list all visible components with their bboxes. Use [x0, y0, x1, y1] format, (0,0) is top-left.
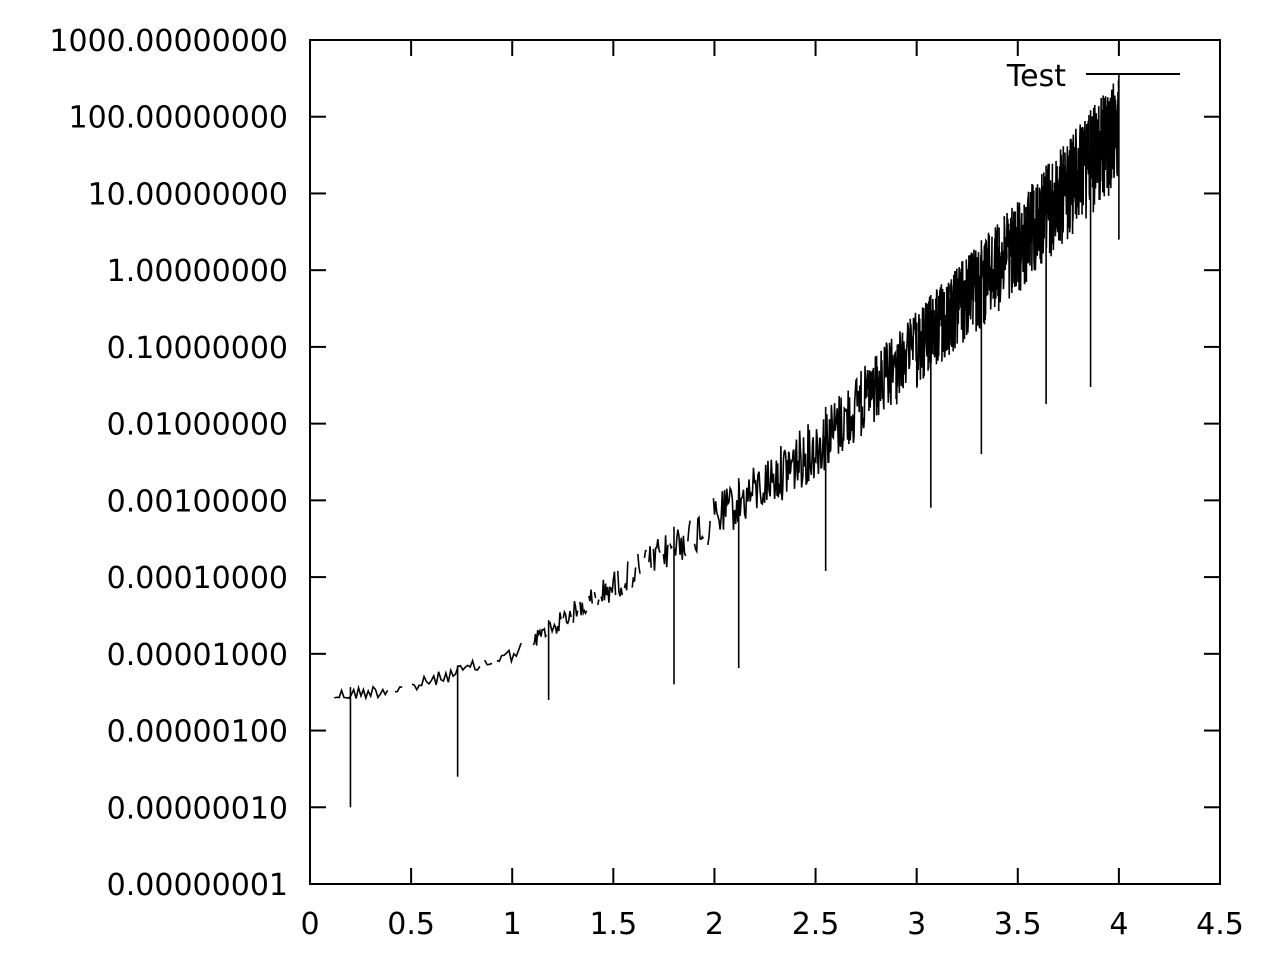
legend: Test	[1006, 59, 1180, 94]
x-tick-label: 1.5	[589, 907, 637, 942]
y-tick-label: 0.00000010	[107, 791, 288, 826]
x-tick-label: 4	[1109, 907, 1128, 942]
x-tick-label: 4.5	[1196, 907, 1244, 942]
y-tick-label: 1.00000000	[107, 254, 288, 289]
y-tick-label: 0.00010000	[107, 561, 288, 596]
x-tick-label: 0	[300, 907, 319, 942]
plot-frame	[309, 39, 1221, 885]
x-axis: 0 0.5 1 1.5 2 2.5 3 3.5 4 4.5	[300, 40, 1244, 942]
y-tick-label: 0.01000000	[107, 408, 288, 443]
x-tick-label: 2	[705, 907, 724, 942]
x-tick-label: 3.5	[994, 907, 1042, 942]
series-line-test	[334, 80, 1120, 701]
y-tick-label: 10.00000000	[88, 177, 288, 212]
y-tick-label: 1000.00000000	[49, 24, 288, 59]
plot-area	[334, 74, 1120, 808]
x-tick-label: 0.5	[387, 907, 435, 942]
y-tick-label: 0.00001000	[107, 638, 288, 673]
y-tick-label: 100.00000000	[69, 101, 289, 136]
x-tick-label: 2.5	[792, 907, 840, 942]
y-tick-label: 0.00000001	[107, 868, 288, 903]
legend-label-test: Test	[1006, 59, 1066, 94]
x-tick-label: 1	[503, 907, 522, 942]
y-tick-label: 0.00100000	[107, 484, 288, 519]
y-axis: 0.00000001 0.00000010 0.00000100 0.00001000…	[49, 24, 1220, 903]
y-tick-label: 0.10000000	[107, 331, 288, 366]
y-tick-label: 0.00000100	[107, 715, 288, 750]
x-tick-label: 3	[907, 907, 926, 942]
